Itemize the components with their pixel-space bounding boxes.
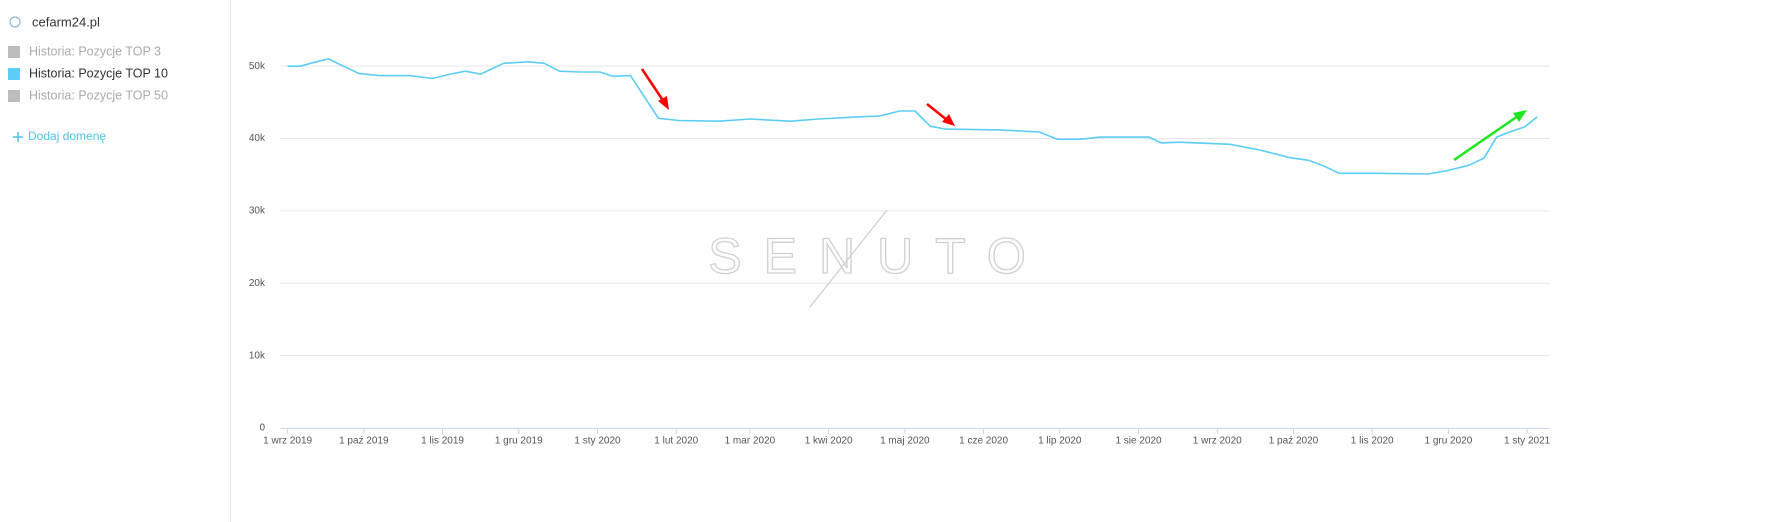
x-tick-label: 1 wrz 2019 bbox=[263, 436, 312, 447]
y-tick-label: 50k bbox=[249, 61, 266, 72]
x-tick-label: 1 paź 2020 bbox=[1269, 436, 1319, 447]
legend-swatch[interactable] bbox=[8, 68, 20, 80]
x-tick-label: 1 lis 2020 bbox=[1351, 436, 1394, 447]
x-tick-label: 1 gru 2019 bbox=[495, 436, 543, 447]
watermark-stroke bbox=[809, 209, 888, 308]
x-tick-label: 1 paź 2019 bbox=[339, 436, 389, 447]
x-tick-label: 1 mar 2020 bbox=[725, 436, 776, 447]
add-domain-button[interactable]: Dodaj domenę bbox=[28, 129, 106, 143]
x-tick-label: 1 sty 2020 bbox=[574, 436, 621, 447]
x-tick-label: 1 wrz 2020 bbox=[1193, 436, 1242, 447]
y-tick-label: 30k bbox=[249, 206, 266, 217]
x-tick-label: 1 lip 2020 bbox=[1038, 436, 1082, 447]
y-tick-label: 10k bbox=[249, 350, 266, 361]
domain-name: cefarm24.pl bbox=[32, 14, 100, 29]
legend-swatch[interactable] bbox=[8, 90, 20, 102]
x-tick-label: 1 maj 2020 bbox=[880, 436, 930, 447]
y-tick-label: 20k bbox=[249, 278, 266, 289]
domain-icon bbox=[9, 16, 21, 28]
x-tick-label: 1 sie 2020 bbox=[1115, 436, 1162, 447]
watermark: SENUTO bbox=[708, 228, 1047, 284]
x-tick-label: 1 sty 2021 bbox=[1504, 436, 1551, 447]
add-icon[interactable] bbox=[13, 132, 23, 142]
legend-label[interactable]: Historia: Pozycje TOP 3 bbox=[29, 44, 161, 58]
y-tick-label: 40k bbox=[249, 133, 266, 144]
x-tick-label: 1 gru 2020 bbox=[1424, 436, 1472, 447]
annotation-arrows bbox=[640, 68, 1527, 162]
legend-label[interactable]: Historia: Pozycje TOP 50 bbox=[29, 88, 168, 102]
legend-label[interactable]: Historia: Pozycje TOP 10 bbox=[29, 66, 168, 80]
series-line bbox=[287, 58, 1538, 175]
x-tick-label: 1 cze 2020 bbox=[959, 436, 1008, 447]
x-tick-label: 1 kwi 2020 bbox=[805, 436, 853, 447]
x-tick-label: 1 lut 2020 bbox=[654, 436, 698, 447]
legend-swatch[interactable] bbox=[8, 46, 20, 58]
y-tick-label: 0 bbox=[259, 423, 265, 434]
x-tick-label: 1 lis 2019 bbox=[421, 436, 464, 447]
plot: 0 10k 20k 30k 40k 50k 1 wrz 2019 1 paź 2019 1 li… bbox=[249, 58, 1551, 447]
